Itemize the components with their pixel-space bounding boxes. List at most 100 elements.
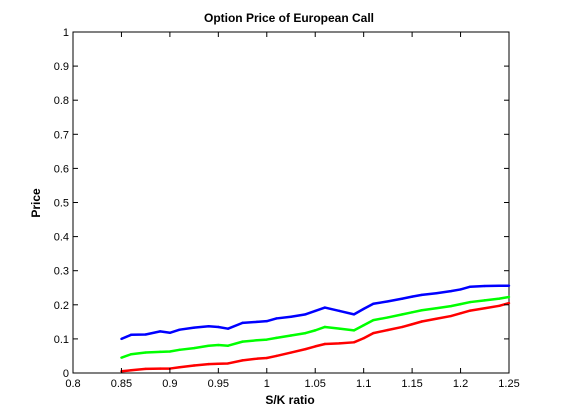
y-tick-label: 0.2 <box>54 300 69 312</box>
y-axis-label: Price <box>29 188 43 218</box>
x-tick-label: 1 <box>264 378 270 390</box>
data-point <box>401 313 404 316</box>
data-point <box>241 340 244 343</box>
data-point <box>144 367 147 371</box>
x-tick-label: 1.2 <box>453 378 468 390</box>
data-point <box>435 307 438 310</box>
data-point <box>289 351 293 354</box>
data-point <box>255 320 259 324</box>
data-point <box>129 333 133 337</box>
data-point <box>217 362 220 365</box>
data-point <box>449 314 453 318</box>
y-tick-label: 0.4 <box>54 232 69 244</box>
data-point <box>144 333 147 336</box>
x-tick-label: 1.1 <box>356 378 371 390</box>
y-tick-label: 0 <box>63 368 69 380</box>
data-point <box>159 330 162 333</box>
data-point <box>314 329 317 332</box>
y-tick-label: 0.3 <box>54 266 69 278</box>
data-point <box>129 369 133 372</box>
data-point <box>217 343 220 347</box>
data-point <box>420 293 423 297</box>
series-3 <box>120 301 511 373</box>
series-1 <box>120 284 511 341</box>
x-axis-ticks: 0.8 0.85 0.9 0.95 1 1.05 1.1 1.15 1.2 1.25 <box>65 32 520 390</box>
data-point <box>178 366 181 369</box>
data-point <box>168 331 172 334</box>
data-point <box>304 313 307 316</box>
data-point <box>507 284 511 287</box>
x-tick-label: 1.05 <box>305 378 326 390</box>
data-point <box>168 350 172 353</box>
data-point <box>401 325 404 329</box>
y-tick-label: 0.1 <box>54 334 69 346</box>
y-tick-label: 0.6 <box>54 163 69 175</box>
data-point <box>483 284 486 288</box>
x-tick-label: 0.9 <box>162 378 177 390</box>
data-point <box>401 297 404 300</box>
data-point <box>275 336 278 340</box>
data-point <box>314 345 317 348</box>
plot-area <box>72 31 510 374</box>
data-point <box>483 299 486 302</box>
x-tick-label: 0.8 <box>65 378 80 390</box>
data-point <box>435 317 438 320</box>
data-point <box>338 327 341 330</box>
data-point <box>120 356 123 359</box>
data-point <box>435 292 438 295</box>
data-point <box>362 324 365 327</box>
x-tick-label: 1.15 <box>401 378 422 390</box>
data-point <box>386 316 390 319</box>
chart-title: Option Price of European Call <box>204 11 374 25</box>
data-point <box>304 347 307 351</box>
data-point <box>338 342 341 345</box>
data-point <box>275 354 278 358</box>
data-point <box>352 329 356 332</box>
data-point <box>498 284 501 287</box>
data-point <box>207 344 210 347</box>
data-point <box>159 350 162 354</box>
data-point <box>265 319 268 323</box>
x-tick-label: 0.95 <box>208 378 229 390</box>
data-point <box>410 323 414 326</box>
data-point <box>289 315 293 318</box>
data-point <box>449 289 453 293</box>
data-point <box>255 339 259 342</box>
y-tick-label: 0.8 <box>54 95 69 107</box>
data-point <box>192 326 196 329</box>
data-point <box>498 297 501 300</box>
data-point <box>483 307 486 310</box>
data-point <box>159 367 162 370</box>
data-point <box>362 337 365 340</box>
data-point <box>304 331 307 335</box>
y-tick-label: 0.5 <box>54 198 69 210</box>
data-point <box>469 309 472 312</box>
data-point <box>372 302 375 305</box>
data-point <box>323 342 327 346</box>
data-point <box>144 351 147 354</box>
data-point <box>178 328 181 331</box>
data-point <box>129 353 133 356</box>
data-point <box>226 362 230 365</box>
data-point <box>469 285 472 288</box>
data-point <box>178 348 181 352</box>
data-point <box>459 312 462 315</box>
data-point <box>241 359 244 362</box>
data-point <box>314 309 317 313</box>
data-point <box>265 356 268 360</box>
data-point <box>386 328 390 332</box>
data-point <box>459 288 462 291</box>
data-point <box>217 325 220 329</box>
data-point <box>449 304 453 308</box>
data-point <box>362 307 365 311</box>
data-point <box>289 334 293 337</box>
data-point <box>352 341 356 344</box>
data-point <box>323 306 327 309</box>
data-point <box>498 304 501 308</box>
y-tick-label: 0.9 <box>54 61 69 73</box>
data-point <box>192 364 196 367</box>
data-point <box>420 309 423 312</box>
series-layer <box>120 284 511 373</box>
data-point <box>352 313 356 316</box>
